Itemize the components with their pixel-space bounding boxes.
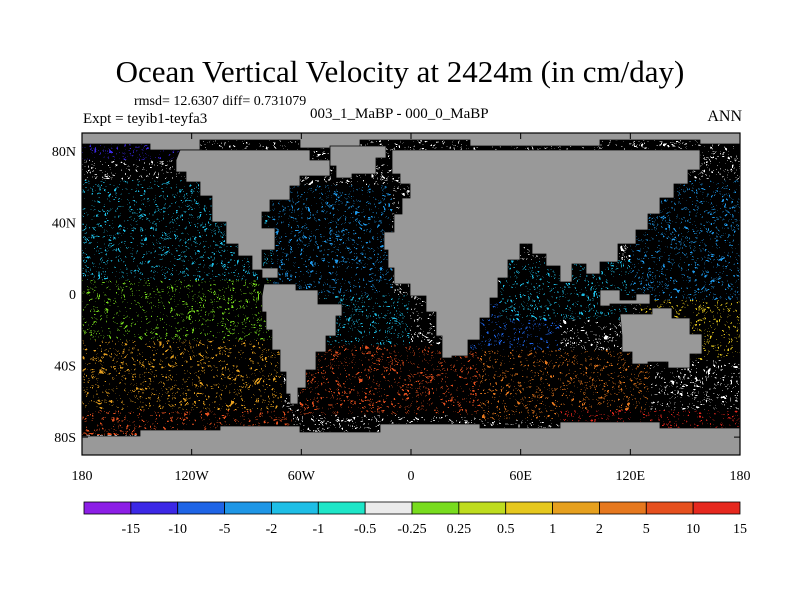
antarctica: [82, 421, 740, 455]
colorbar-box: [645, 501, 694, 515]
colorbar-label: 5: [643, 522, 650, 537]
greenland: [329, 145, 387, 179]
colorbar-label: 1: [549, 522, 556, 537]
y-tick-label: 0: [69, 288, 76, 303]
colorbar-label: -0.25: [397, 522, 426, 537]
colorbar-box: [505, 501, 553, 515]
colorbar-label: 15: [733, 522, 747, 537]
colorbar-box: [271, 501, 319, 515]
x-tick-label: 120W: [175, 469, 210, 484]
y-tick-label: 40S: [54, 360, 76, 375]
experiment-label: Expt = teyib1-teyfa3: [83, 111, 208, 127]
colorbar: -15 -10 -5 -2 -1 -0.5 -0.25 0.25 0.5 1 2 5 10 15: [83, 501, 747, 537]
x-tick-label: 180: [72, 469, 93, 484]
arctic-cap: [82, 133, 740, 151]
x-axis: 180 120W 60W 0 60E 120E 180: [72, 133, 751, 484]
y-tick-label: 80N: [52, 145, 76, 160]
colorbar-label: -2: [266, 522, 278, 537]
colorbar-label: 10: [686, 522, 700, 537]
colorbar-box: [224, 501, 272, 515]
y-tick-label: 40N: [52, 216, 76, 231]
eurasia-africa: [383, 149, 701, 359]
colorbar-box: [177, 501, 225, 515]
colorbar-box: [364, 501, 413, 515]
rmsd-diff-stats: rmsd= 12.6307 diff= 0.731079: [134, 94, 307, 109]
x-tick-label: 60E: [509, 469, 532, 484]
colorbar-box: [692, 501, 741, 515]
x-tick-label: 0: [408, 469, 415, 484]
season-label: ANN: [707, 108, 742, 125]
colorbar-label: 0.25: [447, 522, 472, 537]
colorbar-label: -5: [219, 522, 231, 537]
colorbar-box: [411, 501, 460, 515]
chart-title: Ocean Vertical Velocity at 2424m (in cm/…: [115, 54, 685, 89]
y-tick-label: 80S: [54, 431, 76, 446]
colorbar-box: [317, 501, 366, 515]
colorbar-box: [458, 501, 507, 515]
australia: [619, 307, 703, 369]
south-america: [261, 283, 343, 405]
land-masses: [82, 133, 740, 455]
y-axis: 80N 40N 0 40S 80S: [52, 145, 740, 446]
colorbar-label: -10: [168, 522, 187, 537]
colorbar-box: [130, 501, 179, 515]
colorbar-box: [599, 501, 647, 515]
x-tick-label: 60W: [288, 469, 316, 484]
colorbar-box: [552, 501, 600, 515]
colorbar-label: -15: [122, 522, 141, 537]
north-america: [175, 149, 331, 279]
colorbar-label: -1: [312, 522, 324, 537]
experiment-name: 003_1_MaBP - 000_0_MaBP: [310, 106, 489, 122]
southeast-asia-islands: [599, 289, 651, 307]
colorbar-box: [83, 501, 132, 515]
colorbar-label: 2: [596, 522, 603, 537]
x-tick-label: 180: [730, 469, 751, 484]
colorbar-label: -0.5: [354, 522, 376, 537]
velocity-field: [82, 133, 740, 455]
colorbar-label: 0.5: [497, 522, 515, 537]
x-tick-label: 120E: [616, 469, 646, 484]
